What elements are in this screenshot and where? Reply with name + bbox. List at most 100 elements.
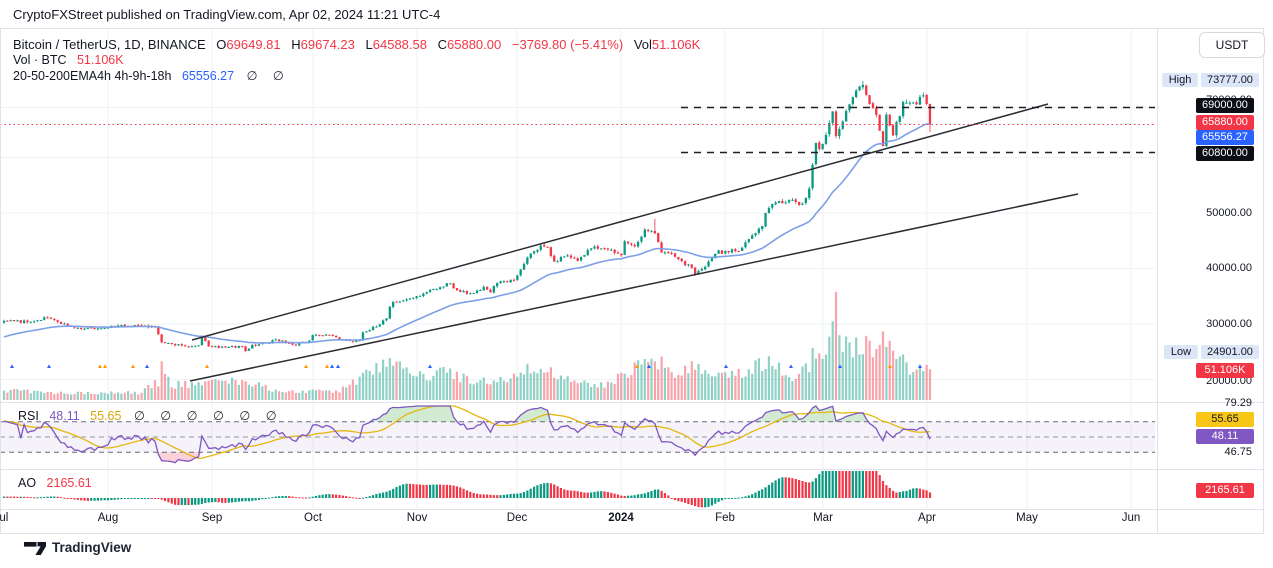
ao-bar — [878, 475, 881, 498]
candle — [633, 245, 636, 247]
candle — [83, 328, 86, 330]
candle — [184, 345, 187, 347]
candle — [546, 246, 549, 248]
candle — [922, 95, 925, 97]
volume-bar — [476, 382, 479, 400]
candle — [408, 298, 412, 300]
volume-bar — [368, 371, 371, 400]
volume-bar — [90, 393, 93, 400]
candle — [489, 289, 492, 293]
time-axis-label-dec: Dec — [506, 512, 528, 524]
volume-bar — [583, 380, 586, 400]
volume-bar — [834, 291, 838, 400]
candle — [804, 197, 807, 204]
rsi-ma-line — [3, 405, 931, 460]
candle — [720, 250, 724, 254]
candle — [663, 252, 667, 254]
volume-bar — [355, 384, 358, 400]
volume-bar — [80, 392, 83, 400]
time-axis[interactable] — [0, 510, 1157, 533]
axis-badge-24901-00: 24901.00 — [1201, 345, 1259, 359]
volume-bar — [670, 372, 673, 400]
ao-bar — [650, 491, 653, 498]
price-axis[interactable] — [1157, 28, 1264, 510]
volume-bar — [720, 372, 724, 400]
volume-bar — [167, 376, 170, 400]
ao-bar — [331, 494, 334, 498]
candle — [23, 320, 26, 323]
axis-badge-65556-27: 65556.27 — [1196, 130, 1254, 145]
candle — [241, 345, 244, 347]
rsi-indicator-label[interactable]: RSI — [18, 409, 39, 423]
candle — [536, 250, 539, 252]
volume-indicator-label[interactable]: Vol · BTC — [13, 53, 67, 67]
ao-bar — [378, 493, 381, 498]
ao-bar — [781, 477, 784, 498]
volume-bar — [522, 374, 526, 400]
volume-bar — [465, 375, 469, 400]
tradingview-logo[interactable]: TradingView — [24, 540, 131, 555]
candle — [905, 102, 908, 104]
candle — [865, 85, 868, 95]
candle — [86, 327, 89, 329]
ao-bar — [355, 497, 358, 499]
ao-indicator-label[interactable]: AO — [18, 476, 37, 490]
candle — [885, 114, 888, 147]
trendline-lower[interactable] — [189, 193, 1079, 382]
candle — [314, 334, 318, 336]
candle — [469, 293, 472, 295]
ao-bar — [452, 485, 455, 498]
ao-bar — [304, 497, 307, 499]
volume-bar — [529, 373, 532, 400]
candle — [590, 248, 593, 250]
ao-bar — [251, 498, 254, 501]
volume-bar — [455, 371, 458, 400]
volume-bar — [714, 376, 717, 400]
ao-bar — [415, 484, 418, 498]
candle — [96, 328, 100, 330]
volume-bar — [509, 378, 512, 400]
candle — [613, 249, 616, 253]
volume-bar — [922, 371, 925, 400]
volume-bar — [610, 382, 613, 400]
volume-bar — [76, 391, 79, 400]
candle — [714, 253, 717, 258]
ao-bar — [737, 497, 740, 499]
close-label: C — [437, 37, 448, 52]
rsi-ma-value: 55.65 — [90, 409, 122, 423]
ao-bar — [157, 498, 160, 499]
volume-bar — [385, 366, 388, 400]
ao-bar — [492, 495, 495, 498]
candle — [335, 335, 338, 338]
trendline-upper[interactable] — [191, 103, 1049, 341]
volume-bar — [569, 381, 573, 400]
candle — [459, 290, 462, 292]
candle — [653, 230, 656, 234]
ao-bar — [137, 498, 140, 499]
volume-bar — [925, 364, 928, 400]
candle — [553, 255, 556, 262]
ao-bar — [546, 482, 549, 498]
ema-indicator-label[interactable]: 20-50-200EMA4h 4h-9h-18h — [13, 69, 172, 83]
candle — [761, 226, 764, 230]
ao-bar — [382, 492, 385, 498]
candle — [496, 283, 499, 287]
volume-bar — [767, 356, 770, 400]
currency-toggle-button[interactable]: USDT — [1199, 32, 1265, 58]
candle — [727, 251, 730, 253]
ao-bar — [774, 480, 777, 498]
symbol-title[interactable]: Bitcoin / TetherUS, 1D, BINANCE — [13, 37, 206, 52]
candle — [596, 246, 599, 249]
ao-bar — [257, 498, 261, 500]
candle — [878, 114, 881, 131]
ao-bar — [465, 490, 469, 498]
candle — [224, 346, 227, 348]
candle — [647, 230, 650, 232]
volume-bar — [415, 376, 418, 400]
ao-bar — [616, 494, 620, 498]
volume-bar — [143, 388, 146, 400]
candle — [774, 202, 777, 205]
candle — [177, 344, 180, 346]
candle — [385, 318, 388, 321]
